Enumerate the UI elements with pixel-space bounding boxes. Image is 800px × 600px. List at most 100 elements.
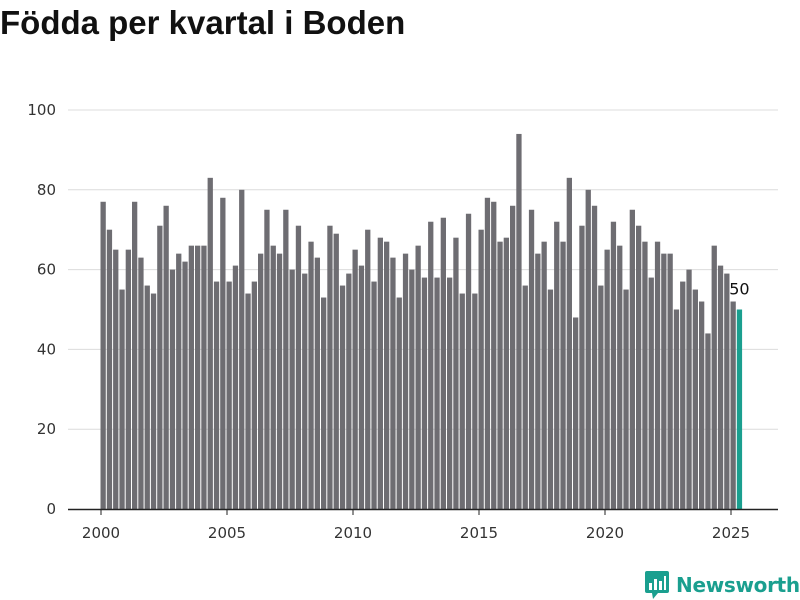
bar bbox=[283, 209, 289, 509]
bar bbox=[270, 245, 276, 509]
bar bbox=[465, 213, 472, 510]
bar bbox=[459, 293, 465, 509]
bar bbox=[686, 269, 692, 509]
bar bbox=[661, 253, 667, 509]
bar bbox=[207, 177, 213, 509]
bar bbox=[516, 133, 522, 509]
bar bbox=[642, 241, 648, 510]
bar bbox=[629, 209, 635, 509]
bar bbox=[276, 253, 283, 509]
bar bbox=[220, 197, 226, 509]
bar bbox=[125, 249, 131, 509]
bar bbox=[421, 277, 428, 509]
bar bbox=[573, 317, 579, 509]
bar bbox=[138, 257, 144, 509]
y-tick-label-0: 0 bbox=[46, 500, 56, 518]
bar bbox=[636, 225, 642, 509]
bar bbox=[201, 245, 207, 509]
bar bbox=[434, 277, 440, 509]
bar bbox=[692, 289, 698, 509]
x-tick-label-2025: 2025 bbox=[712, 524, 750, 542]
bar bbox=[321, 297, 327, 509]
bar bbox=[163, 205, 169, 509]
bar bbox=[604, 249, 610, 509]
bar bbox=[239, 189, 245, 510]
bar bbox=[346, 273, 352, 509]
bar bbox=[699, 301, 705, 509]
bar bbox=[188, 245, 194, 509]
bar bbox=[264, 209, 270, 509]
bar bbox=[251, 281, 257, 509]
bar bbox=[579, 225, 585, 509]
bar bbox=[352, 249, 358, 509]
bar bbox=[182, 261, 188, 509]
bar bbox=[623, 289, 629, 509]
bar bbox=[132, 201, 138, 509]
x-tick-label-2005: 2005 bbox=[208, 524, 246, 542]
bar bbox=[327, 225, 333, 509]
bar bbox=[176, 253, 182, 509]
bar bbox=[377, 237, 383, 509]
bar bbox=[295, 225, 302, 509]
bar bbox=[447, 277, 453, 509]
bar bbox=[554, 221, 560, 509]
y-tick-label-40: 40 bbox=[37, 340, 56, 358]
bar bbox=[610, 221, 617, 509]
bar bbox=[226, 281, 232, 509]
bar bbox=[195, 245, 201, 509]
bar bbox=[409, 269, 415, 509]
bar bbox=[365, 229, 371, 509]
bar bbox=[371, 281, 377, 509]
bar bbox=[654, 241, 661, 510]
y-tick-label-80: 80 bbox=[37, 181, 56, 199]
bar bbox=[402, 253, 409, 509]
newsworthy-brand: Newsworthy bbox=[644, 570, 800, 600]
bars bbox=[100, 133, 743, 510]
highlight-data-label: 50 bbox=[729, 280, 749, 299]
bar bbox=[213, 281, 220, 509]
bar bbox=[491, 201, 497, 509]
bar bbox=[522, 285, 528, 509]
brand-name: Newsworthy bbox=[676, 573, 800, 597]
bar bbox=[333, 233, 339, 509]
bar bbox=[667, 253, 673, 509]
bar bbox=[717, 265, 724, 509]
bar bbox=[396, 297, 402, 509]
bar bbox=[680, 281, 686, 509]
bar bbox=[484, 197, 491, 509]
y-tick-label-100: 100 bbox=[27, 101, 56, 119]
bar bbox=[472, 293, 478, 509]
bar bbox=[157, 225, 163, 509]
bar bbox=[535, 253, 541, 509]
bar bbox=[591, 205, 598, 509]
bar bbox=[730, 301, 736, 509]
y-tick-label-20: 20 bbox=[37, 420, 56, 438]
newsworthy-logo-icon bbox=[645, 571, 669, 599]
x-tick-label-2020: 2020 bbox=[586, 524, 624, 542]
bar bbox=[150, 293, 157, 509]
bar bbox=[705, 333, 711, 509]
bar bbox=[289, 269, 295, 509]
bar bbox=[547, 289, 554, 509]
x-tick-label-2010: 2010 bbox=[334, 524, 372, 542]
bar bbox=[119, 289, 125, 509]
bar bbox=[339, 285, 346, 509]
bar bbox=[673, 309, 680, 509]
bar bbox=[497, 241, 503, 510]
bar bbox=[724, 273, 730, 509]
bar bbox=[232, 265, 239, 509]
y-tick-label-60: 60 bbox=[37, 261, 56, 279]
bar bbox=[106, 229, 113, 509]
bar bbox=[503, 237, 509, 509]
bar bbox=[585, 189, 591, 510]
bar bbox=[453, 237, 459, 509]
bar bbox=[560, 241, 566, 510]
x-tick-label-2000: 2000 bbox=[82, 524, 120, 542]
bar bbox=[440, 217, 446, 510]
bar-highlight bbox=[736, 309, 743, 509]
bar bbox=[258, 253, 264, 509]
bar bbox=[358, 265, 365, 509]
bar bbox=[428, 221, 434, 509]
bar bbox=[308, 241, 314, 510]
